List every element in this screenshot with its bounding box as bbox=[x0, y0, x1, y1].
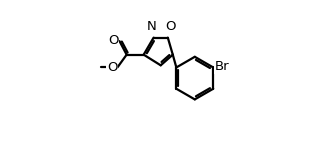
Text: N: N bbox=[147, 20, 156, 34]
Text: O: O bbox=[165, 20, 176, 34]
Text: O: O bbox=[108, 34, 119, 47]
Text: O: O bbox=[107, 61, 117, 74]
Text: Br: Br bbox=[214, 60, 229, 73]
